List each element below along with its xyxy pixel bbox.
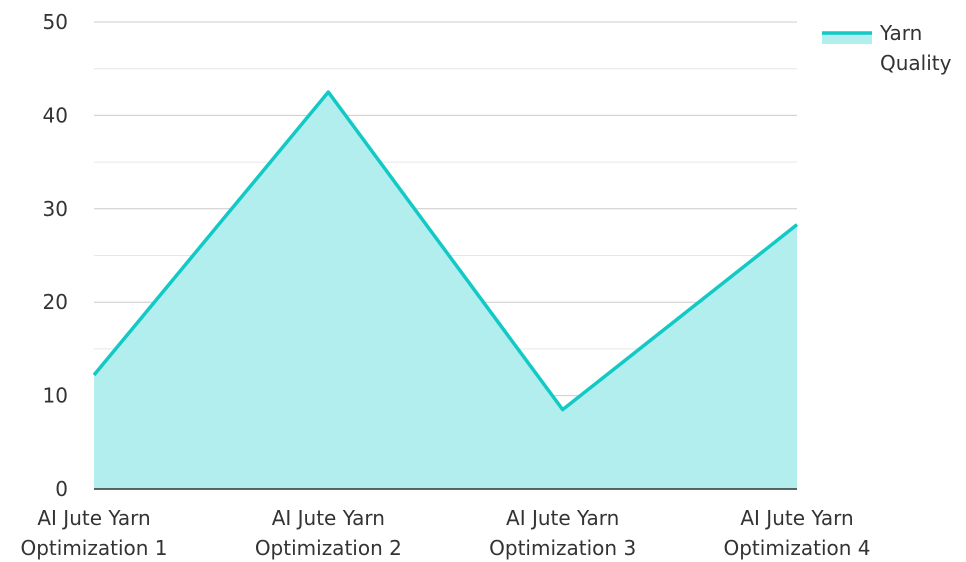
y-tick-label: 10	[43, 384, 68, 408]
x-tick-label: AI Jute Yarn Optimization 1	[20, 506, 167, 560]
series-area	[92, 90, 799, 490]
x-axis-ticks: AI Jute Yarn Optimization 1 AI Jute Yarn Op…	[20, 506, 870, 560]
y-tick-label: 50	[43, 10, 68, 34]
y-axis-ticks: 0 10 20 30 40 50	[43, 10, 68, 501]
y-tick-label: 20	[43, 290, 68, 314]
y-tick-label: 0	[55, 477, 68, 501]
legend-swatch-fill	[822, 33, 872, 44]
x-tick-label: AI Jute Yarn Optimization 4	[723, 506, 870, 560]
y-tick-label: 30	[43, 197, 68, 221]
series-area-fill	[94, 92, 797, 490]
legend-label: Yarn Quality	[879, 21, 952, 75]
x-tick-label: AI Jute Yarn Optimization 3	[489, 506, 636, 560]
y-tick-label: 40	[43, 103, 68, 127]
x-tick-label: AI Jute Yarn Optimization 2	[255, 506, 402, 560]
legend: Yarn Quality	[822, 21, 952, 75]
series-line	[92, 90, 799, 412]
